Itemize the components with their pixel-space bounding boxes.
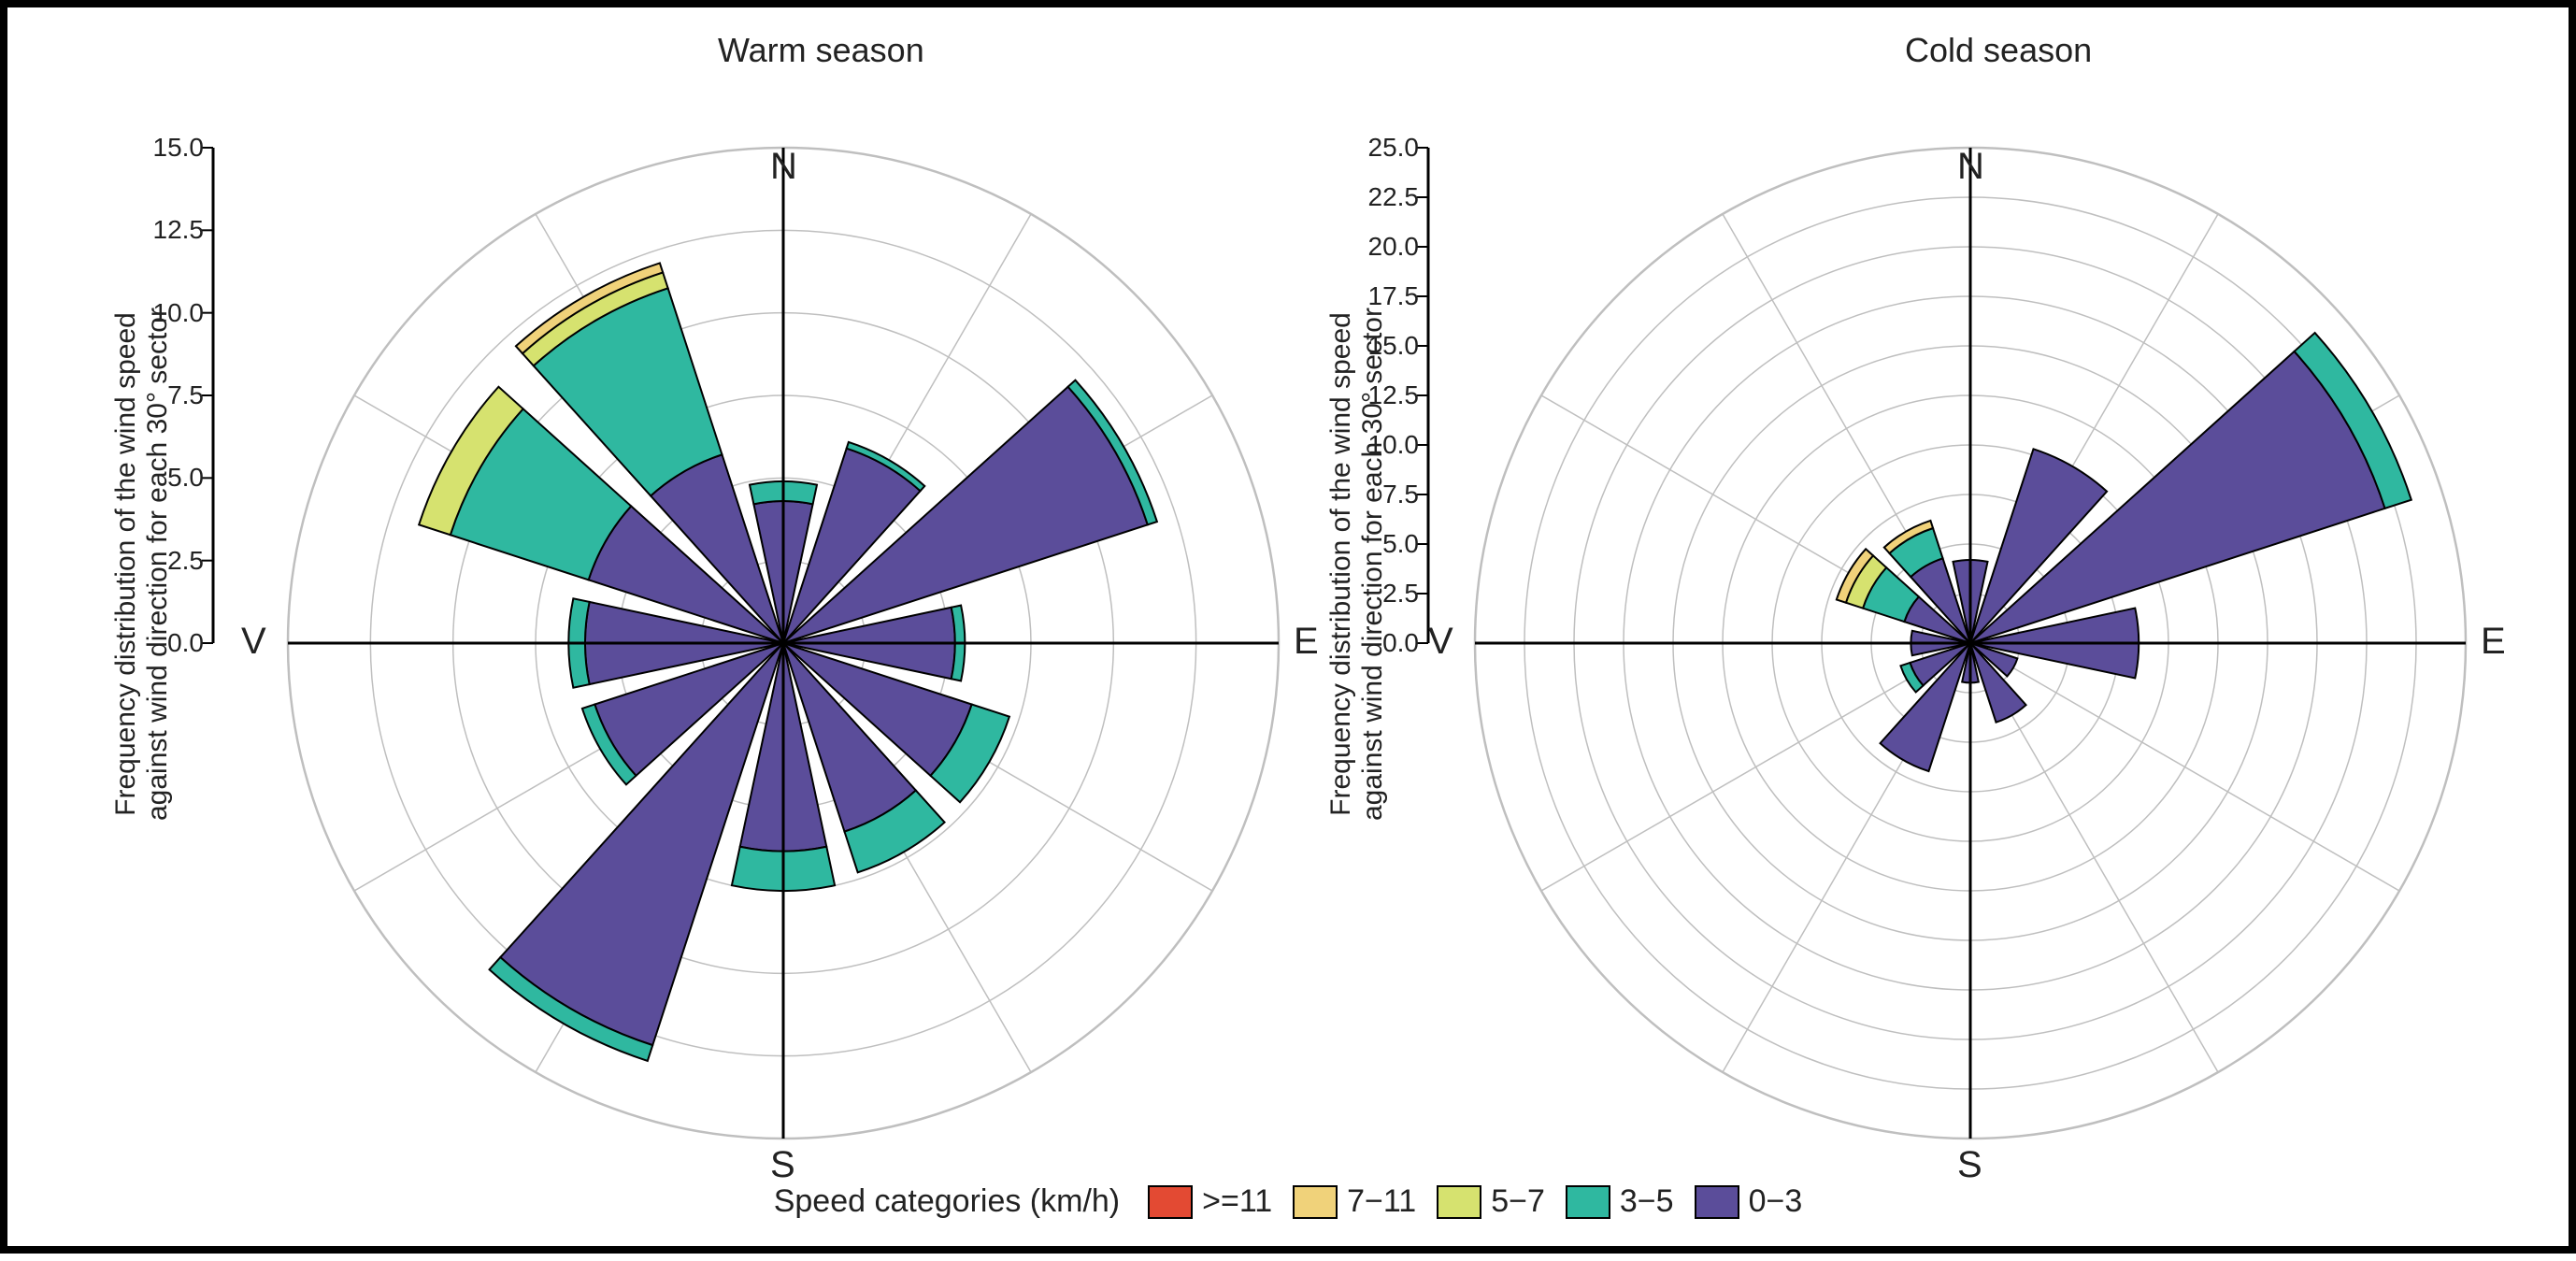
legend-swatch — [1566, 1185, 1610, 1219]
legend-label: 7−11 — [1347, 1183, 1416, 1220]
legend-label: 3−5 — [1620, 1183, 1674, 1220]
legend-label: >=11 — [1202, 1183, 1272, 1220]
tick-label: 22.5 — [1344, 182, 1419, 212]
legend-item-7_11: 7−11 — [1293, 1183, 1416, 1220]
legend-swatch — [1148, 1185, 1193, 1219]
legend-item-5_7: 5−7 — [1437, 1183, 1545, 1220]
tick-label: 20.0 — [1344, 232, 1419, 262]
legend-title: Speed categories (km/h) — [774, 1183, 1120, 1220]
tick-label: 5.0 — [1344, 529, 1419, 559]
legend-swatch — [1695, 1185, 1739, 1219]
legend-label: 0−3 — [1749, 1183, 1803, 1220]
legend-swatch — [1293, 1185, 1338, 1219]
tick-label: 17.5 — [1344, 281, 1419, 311]
legend-item-ge11: >=11 — [1148, 1183, 1272, 1220]
grid-ray — [1541, 643, 1970, 891]
tick-label: 25.0 — [1344, 133, 1419, 163]
legend-item-3_5: 3−5 — [1566, 1183, 1674, 1220]
tick-label: 2.5 — [1344, 579, 1419, 609]
legend-item-0_3: 0−3 — [1695, 1183, 1803, 1220]
windrose-cold — [7, 7, 2576, 1261]
figure-frame: Warm seasonFrequency distribution of the… — [0, 0, 2576, 1254]
compass-s: S — [1957, 1144, 1982, 1186]
grid-ray — [1970, 643, 2399, 891]
tick-label: 0.0 — [1344, 628, 1419, 658]
tick-label: 10.0 — [1344, 430, 1419, 460]
tick-label: 7.5 — [1344, 480, 1419, 509]
panel-title-cold: Cold season — [1905, 31, 2092, 70]
legend: Speed categories (km/h) >=11 7−11 5−7 3−5 0−3 — [7, 1183, 2569, 1220]
tick-label: 15.0 — [1344, 331, 1419, 361]
legend-label: 5−7 — [1491, 1183, 1545, 1220]
tick-label: 12.5 — [1344, 380, 1419, 410]
compass-w: V — [1428, 621, 1453, 663]
compass-n: N — [1957, 146, 1984, 188]
legend-swatch — [1437, 1185, 1481, 1219]
compass-e: E — [2481, 621, 2506, 663]
